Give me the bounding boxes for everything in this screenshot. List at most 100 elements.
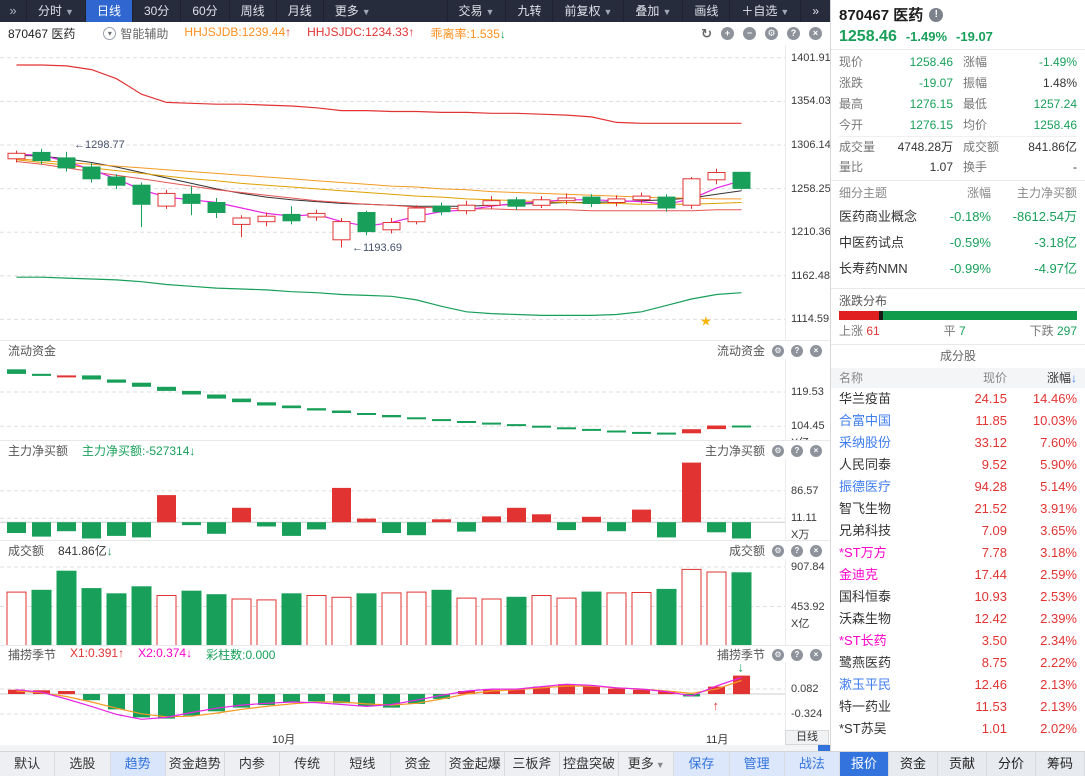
- toolbar-button-交易[interactable]: 交易 ▼: [446, 0, 506, 22]
- tab-月线[interactable]: 月线: [275, 0, 323, 22]
- panel-tab-分价[interactable]: 分价: [987, 752, 1036, 776]
- tab-60分[interactable]: 60分: [180, 0, 228, 22]
- redo-icon[interactable]: ↻: [701, 26, 712, 41]
- horizontal-scrollbar[interactable]: [0, 745, 830, 751]
- main-net-buy-title: 主力净买额: [8, 444, 69, 458]
- indicator-乖离率: 乖离率:1.535↓: [430, 27, 506, 41]
- scrollbar-thumb[interactable]: [818, 745, 830, 751]
- quote-cell: 涨幅 -1.49%: [963, 55, 1077, 69]
- bottom-button-选股[interactable]: 选股: [55, 752, 111, 776]
- fishing-season-values: X1:0.391↑ X2:0.374↓ 彩柱数:0.000: [56, 646, 275, 663]
- plus-icon[interactable]: +: [721, 27, 734, 40]
- panel-tab-筹码[interactable]: 筹码: [1036, 752, 1085, 776]
- constituent-row[interactable]: 采纳股份 33.12 7.60%: [839, 435, 1077, 450]
- panel-tab-资金[interactable]: 资金: [889, 752, 938, 776]
- bottom-button-内参[interactable]: 内参: [225, 752, 281, 776]
- toolbar-button-画线[interactable]: 画线: [682, 0, 729, 22]
- constituent-row[interactable]: *ST苏吴 1.01 2.02%: [839, 721, 1077, 736]
- constituent-row[interactable]: 特一药业 11.53 2.13%: [839, 699, 1077, 714]
- close-icon[interactable]: ×: [810, 444, 822, 457]
- constituent-row[interactable]: *ST长药 3.50 2.34%: [839, 633, 1077, 648]
- gear-icon[interactable]: ⚙: [772, 444, 784, 457]
- quote-panel-tabs: 报价 资金 贡献 分价 筹码: [840, 752, 1085, 776]
- help-icon[interactable]: ?: [787, 27, 800, 40]
- tab-周线[interactable]: 周线: [228, 0, 276, 22]
- chevron-down-icon: ▾: [103, 27, 117, 40]
- turnover-chart[interactable]: [0, 559, 785, 646]
- bottom-button-三板斧[interactable]: 三板斧: [505, 752, 561, 776]
- gear-icon[interactable]: ⚙: [772, 648, 784, 661]
- help-icon[interactable]: ?: [791, 444, 803, 457]
- main-net-buy-chart[interactable]: [0, 459, 785, 541]
- advance-decline-title: 涨跌分布: [839, 294, 888, 308]
- bottom-button-传统[interactable]: 传统: [280, 752, 336, 776]
- gear-icon[interactable]: ⚙: [765, 27, 778, 40]
- bottom-button-保存[interactable]: 保存: [674, 752, 730, 776]
- help-icon[interactable]: ?: [791, 344, 803, 357]
- info-icon[interactable]: !: [929, 7, 944, 22]
- close-icon[interactable]: ×: [810, 648, 822, 661]
- panel-tab-报价[interactable]: 报价: [840, 752, 889, 776]
- toolbar-button-前复权[interactable]: 前复权 ▼: [552, 0, 623, 22]
- panel-tab-贡献[interactable]: 贡献: [938, 752, 987, 776]
- bottom-button-默认[interactable]: 默认: [0, 752, 56, 776]
- toolbar-button-九转[interactable]: 九转: [505, 0, 552, 22]
- bottom-button-资金趋势[interactable]: 资金趋势: [166, 752, 225, 776]
- fishing-param-0: X1:0.391↑: [70, 646, 125, 660]
- bottom-button-资金起爆[interactable]: 资金起爆: [446, 752, 505, 776]
- constituent-row[interactable]: 兄弟科技 7.09 3.65%: [839, 523, 1077, 538]
- smart-assist-label: 智能辅助: [120, 27, 169, 41]
- bottom-button-更多[interactable]: 更多 ▼: [619, 752, 675, 776]
- bottom-button-短线[interactable]: 短线: [335, 752, 391, 776]
- constituent-row[interactable]: 国科恒泰 10.93 2.53%: [839, 589, 1077, 604]
- minus-icon[interactable]: −: [743, 27, 756, 40]
- close-icon[interactable]: ×: [810, 344, 822, 357]
- bottom-button-资金[interactable]: 资金: [391, 752, 446, 776]
- constituent-row[interactable]: 沃森生物 12.42 2.39%: [839, 611, 1077, 626]
- gear-icon[interactable]: ⚙: [772, 344, 784, 357]
- close-icon[interactable]: ×: [809, 27, 822, 40]
- collapse-panel-icon[interactable]: »: [9, 3, 17, 18]
- smart-assist-dropdown[interactable]: ▾ 智能辅助: [103, 25, 168, 42]
- constituent-row[interactable]: *ST万方 7.78 3.18%: [839, 545, 1077, 560]
- toolbar-button-＋自选[interactable]: ＋自选 ▼: [729, 0, 800, 22]
- decliners-bar: [883, 311, 1077, 320]
- y-axis-label: 86.57: [791, 484, 819, 497]
- toolbar-button-叠加[interactable]: 叠加 ▼: [623, 0, 682, 22]
- liquidity-chart[interactable]: [0, 359, 785, 441]
- bottom-button-控盘突破[interactable]: 控盘突破: [560, 752, 620, 776]
- constituent-row[interactable]: 华兰疫苗 24.15 14.46%: [839, 391, 1077, 406]
- constituent-row[interactable]: 鹭燕医药 8.75 2.22%: [839, 655, 1077, 670]
- constituent-row[interactable]: 振德医疗 94.28 5.14%: [839, 479, 1077, 494]
- close-icon[interactable]: ×: [810, 544, 822, 557]
- toolbar-button-»[interactable]: »: [800, 0, 830, 22]
- tab-分时[interactable]: 分时 ▼: [26, 0, 85, 22]
- turnover-y-axis: 907.84 453.92 X亿: [785, 559, 830, 646]
- sort-by-change[interactable]: 涨幅↓: [1046, 371, 1077, 385]
- bottom-button-战法[interactable]: 战法: [784, 752, 841, 776]
- indicator-HHJSJDB: HHJSJDB:1239.44↑: [184, 25, 292, 39]
- constituent-row[interactable]: 人民同泰 9.52 5.90%: [839, 457, 1077, 472]
- constituent-row[interactable]: 智飞生物 21.52 3.91%: [839, 501, 1077, 516]
- y-axis-label: 0.082: [791, 682, 819, 695]
- bottom-button-趋势[interactable]: 趋势: [110, 752, 166, 776]
- help-icon[interactable]: ?: [791, 648, 803, 661]
- tab-更多[interactable]: 更多 ▼: [322, 0, 382, 22]
- help-icon[interactable]: ?: [791, 544, 803, 557]
- kline-chart[interactable]: ←1298.77 ←1193.69 ★: [0, 45, 785, 340]
- liquidity-right-title: 流动资金: [716, 344, 765, 358]
- constituents-title: 成分股: [939, 349, 976, 363]
- tab-日线[interactable]: 日线: [84, 0, 132, 22]
- constituent-row[interactable]: 合富中国 11.85 10.03%: [839, 413, 1077, 428]
- theme-row[interactable]: 长寿药NMN -0.99% -4.97亿: [839, 261, 1077, 276]
- constituent-row[interactable]: 漱玉平民 12.46 2.13%: [839, 677, 1077, 692]
- theme-row[interactable]: 医药商业概念 -0.18% -8612.54万: [839, 209, 1077, 224]
- theme-row[interactable]: 中医药试点 -0.59% -3.18亿: [839, 235, 1077, 250]
- quote-cell: 换手 -: [963, 160, 1077, 174]
- period-box[interactable]: 日线: [785, 730, 829, 745]
- bottom-button-管理[interactable]: 管理: [729, 752, 785, 776]
- tab-30分[interactable]: 30分: [131, 0, 180, 22]
- fishing-season-chart[interactable]: ↑↓: [0, 662, 785, 731]
- gear-icon[interactable]: ⚙: [772, 544, 784, 557]
- constituent-row[interactable]: 金迪克 17.44 2.59%: [839, 567, 1077, 582]
